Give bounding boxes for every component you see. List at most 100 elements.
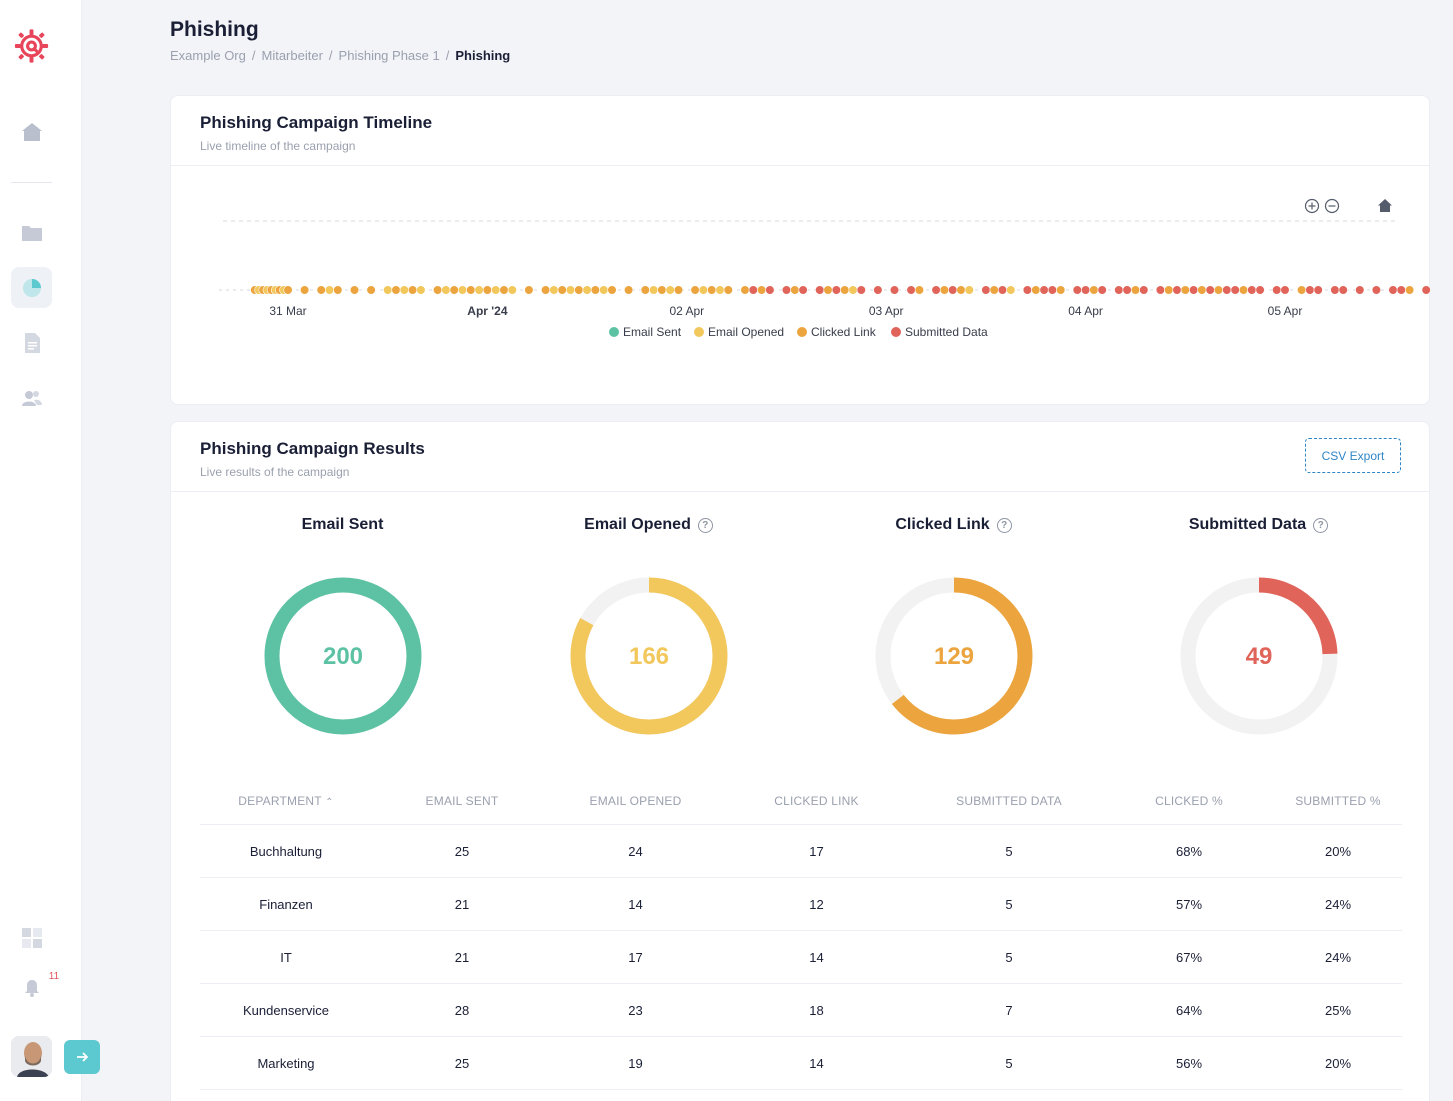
legend-item[interactable]: Submitted Data xyxy=(891,325,988,339)
timeline-point[interactable] xyxy=(939,285,950,295)
timeline-point[interactable] xyxy=(1371,285,1381,295)
table-row[interactable]: Kundenservice 28 23 18 7 64% 25% xyxy=(200,984,1402,1037)
timeline-point[interactable] xyxy=(815,285,825,295)
timeline-point[interactable] xyxy=(1022,285,1033,295)
timeline-point[interactable] xyxy=(1355,285,1365,295)
timeline-point[interactable] xyxy=(756,285,767,295)
legend-item[interactable]: Clicked Link xyxy=(797,325,877,339)
timeline-point[interactable] xyxy=(283,285,293,295)
document-icon[interactable] xyxy=(11,322,52,363)
timeline-point[interactable] xyxy=(649,285,659,295)
column-header[interactable]: EMAIL SENT xyxy=(425,793,499,808)
timeline-point[interactable] xyxy=(607,285,617,295)
timeline-point[interactable] xyxy=(399,285,409,295)
legend-item[interactable]: Email Sent xyxy=(609,325,682,339)
timeline-point[interactable] xyxy=(491,285,501,295)
timeline-point[interactable] xyxy=(889,285,900,295)
timeline-point[interactable] xyxy=(1213,285,1224,295)
timeline-point[interactable] xyxy=(798,285,808,295)
timeline-point[interactable] xyxy=(698,285,709,295)
timeline-point[interactable] xyxy=(1172,285,1182,295)
expand-sidebar-button[interactable] xyxy=(64,1040,100,1074)
timeline-point[interactable] xyxy=(1296,285,1307,295)
timeline-point[interactable] xyxy=(574,285,584,295)
timeline-point[interactable] xyxy=(441,285,451,295)
timeline-point[interactable] xyxy=(823,285,833,295)
table-row[interactable]: Buchhaltung 25 24 17 5 68% 20% xyxy=(200,825,1402,878)
timeline-point[interactable] xyxy=(690,285,700,295)
timeline-point[interactable] xyxy=(582,285,592,295)
timeline-point[interactable] xyxy=(1247,285,1257,295)
zoom-out-icon[interactable] xyxy=(1324,198,1340,214)
timeline-point[interactable] xyxy=(333,285,343,295)
breadcrumb-phase[interactable]: Phishing Phase 1 xyxy=(338,48,440,63)
table-row[interactable]: IT 21 17 14 5 67% 24% xyxy=(200,931,1402,984)
timeline-point[interactable] xyxy=(1313,285,1323,295)
timeline-point[interactable] xyxy=(715,285,725,295)
timeline-point[interactable] xyxy=(948,285,958,295)
sort-asc-icon[interactable]: ⌃ xyxy=(325,796,334,808)
timeline-point[interactable] xyxy=(1197,285,1207,295)
timeline-point[interactable] xyxy=(1188,285,1199,295)
timeline-point[interactable] xyxy=(640,285,650,295)
timeline-point[interactable] xyxy=(499,285,509,295)
table-row[interactable]: Marketing 25 19 14 5 56% 20% xyxy=(200,1037,1402,1090)
timeline-point[interactable] xyxy=(989,285,999,295)
timeline-point[interactable] xyxy=(433,285,443,295)
timeline-point[interactable] xyxy=(349,285,360,295)
csv-export-button[interactable]: CSV Export xyxy=(1305,438,1401,473)
timeline-point[interactable] xyxy=(449,285,459,295)
column-header[interactable]: CLICKED LINK xyxy=(774,793,859,808)
timeline-point[interactable] xyxy=(1421,285,1431,295)
timeline-point[interactable] xyxy=(549,285,559,295)
timeline-point[interactable] xyxy=(1155,285,1166,295)
timeline-point[interactable] xyxy=(565,285,576,295)
timeline-point[interactable] xyxy=(1114,285,1124,295)
timeline-point[interactable] xyxy=(1205,285,1215,295)
timeline-point[interactable] xyxy=(1255,285,1265,295)
timeline-point[interactable] xyxy=(541,285,551,295)
timeline-point[interactable] xyxy=(1180,285,1190,295)
help-icon[interactable]: ? xyxy=(697,517,713,533)
timeline-point[interactable] xyxy=(956,285,966,295)
folder-icon[interactable] xyxy=(11,212,52,253)
timeline-point[interactable] xyxy=(1072,285,1082,295)
timeline-point[interactable] xyxy=(1280,285,1290,295)
timeline-point[interactable] xyxy=(1305,285,1315,295)
timeline-point[interactable] xyxy=(1238,285,1249,295)
timeline-point[interactable] xyxy=(1130,285,1141,295)
timeline-point[interactable] xyxy=(482,285,493,295)
timeline-point[interactable] xyxy=(723,285,733,295)
column-header[interactable]: SUBMITTED DATA xyxy=(956,793,1062,808)
timeline-point[interactable] xyxy=(1089,285,1099,295)
timeline-point[interactable] xyxy=(931,285,941,295)
avatar[interactable] xyxy=(11,1036,52,1077)
timeline-point[interactable] xyxy=(391,285,401,295)
timeline-point[interactable] xyxy=(1080,285,1091,295)
timeline-point[interactable] xyxy=(707,285,717,295)
column-header[interactable]: EMAIL OPENED xyxy=(589,793,682,808)
timeline-point[interactable] xyxy=(1139,285,1149,295)
help-icon[interactable]: ? xyxy=(1313,517,1329,533)
timeline-point[interactable] xyxy=(740,285,750,295)
timeline-point[interactable] xyxy=(848,285,858,295)
timeline-point[interactable] xyxy=(657,285,667,295)
timeline-point[interactable] xyxy=(1047,285,1058,295)
timeline-point[interactable] xyxy=(1396,285,1406,295)
timeline-point[interactable] xyxy=(781,285,792,295)
reset-zoom-home-icon[interactable] xyxy=(1378,199,1392,212)
column-header[interactable]: SUBMITTED % xyxy=(1295,793,1381,808)
timeline-point[interactable] xyxy=(408,285,418,295)
column-header-department[interactable]: DEPARTMENT ⌃ xyxy=(238,793,334,808)
timeline-point[interactable] xyxy=(964,285,974,295)
timeline-point[interactable] xyxy=(466,285,476,295)
timeline-point[interactable] xyxy=(324,285,335,295)
timeline-point[interactable] xyxy=(1056,285,1066,295)
timeline-point[interactable] xyxy=(831,285,842,295)
timeline-point[interactable] xyxy=(1230,285,1240,295)
legend-item[interactable]: Email Opened xyxy=(694,325,784,339)
timeline-point[interactable] xyxy=(1404,285,1415,295)
timeline-chart[interactable]: 31 Mar Apr '24 02 Apr 03 Apr 04 Apr 05 Apr Em… xyxy=(171,166,1431,406)
timeline-point[interactable] xyxy=(1388,285,1398,295)
timeline-point[interactable] xyxy=(316,285,326,295)
